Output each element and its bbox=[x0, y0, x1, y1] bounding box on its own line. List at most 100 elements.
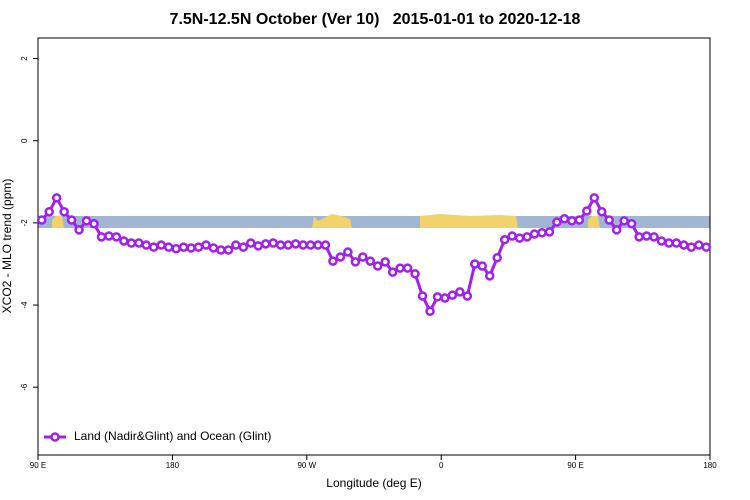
data-point bbox=[119, 236, 129, 246]
data-point bbox=[186, 243, 196, 253]
data-point bbox=[193, 242, 204, 252]
data-point bbox=[425, 306, 435, 316]
data-point bbox=[104, 231, 114, 241]
data-point bbox=[679, 240, 689, 250]
x-tick-label: 90 W bbox=[297, 461, 316, 470]
data-point bbox=[305, 240, 316, 250]
data-point bbox=[656, 236, 667, 246]
y-tick-label: -6 bbox=[20, 383, 29, 391]
legend-item: Land (Nadir&Glint) and Ocean (Glint) bbox=[44, 429, 271, 443]
data-point bbox=[283, 240, 293, 250]
data-point bbox=[36, 215, 47, 225]
data-point bbox=[81, 216, 92, 226]
data-point bbox=[582, 206, 592, 216]
data-point bbox=[440, 293, 450, 303]
data-point bbox=[246, 238, 256, 248]
data-point bbox=[328, 256, 338, 266]
data-point bbox=[402, 263, 413, 273]
land-patch bbox=[420, 214, 518, 228]
data-point bbox=[298, 240, 308, 250]
data-point bbox=[432, 292, 443, 302]
ocean-band bbox=[38, 216, 710, 228]
data-point bbox=[89, 218, 99, 229]
chart-title: 7.5N-12.5N October (Ver 10) 2015-01-01 t… bbox=[170, 11, 581, 28]
data-point bbox=[51, 193, 62, 203]
data-point bbox=[462, 291, 473, 301]
data-point bbox=[522, 232, 532, 242]
data-point bbox=[559, 214, 570, 224]
data-point bbox=[686, 242, 697, 252]
data-point bbox=[178, 242, 189, 252]
data-point bbox=[365, 256, 376, 266]
data-point bbox=[567, 216, 577, 226]
y-tick-label: 2 bbox=[20, 56, 29, 61]
data-point bbox=[148, 242, 159, 252]
data-point bbox=[589, 193, 600, 203]
data-point bbox=[417, 291, 428, 301]
data-point bbox=[231, 240, 241, 250]
data-point bbox=[507, 231, 517, 241]
legend-label: Land (Nadir&Glint) and Ocean (Glint) bbox=[74, 429, 271, 443]
data-point bbox=[387, 267, 398, 277]
surface-strip bbox=[38, 214, 710, 228]
data-point bbox=[499, 234, 510, 245]
y-tick-label: 0 bbox=[20, 138, 29, 143]
x-tick-label: 90 E bbox=[30, 461, 46, 470]
land-patch bbox=[52, 216, 64, 228]
data-point bbox=[671, 238, 682, 248]
data-point bbox=[223, 245, 234, 255]
data-point bbox=[641, 231, 652, 241]
data-point bbox=[470, 259, 480, 269]
data-point bbox=[626, 218, 637, 229]
data-point bbox=[611, 225, 622, 235]
data-point bbox=[604, 215, 614, 225]
data-point bbox=[343, 247, 353, 257]
data-point bbox=[410, 269, 420, 279]
land-patch bbox=[588, 216, 600, 228]
data-point bbox=[544, 227, 555, 237]
data-point bbox=[477, 261, 488, 271]
data-point bbox=[529, 229, 540, 239]
data-point bbox=[574, 215, 585, 225]
x-tick-label: 0 bbox=[439, 461, 444, 470]
data-point bbox=[96, 232, 107, 242]
data-point bbox=[320, 240, 331, 250]
data-point bbox=[380, 257, 390, 267]
data-point bbox=[74, 225, 84, 235]
x-tick-label: 180 bbox=[166, 461, 180, 470]
data-point bbox=[350, 257, 361, 267]
data-point bbox=[313, 240, 323, 250]
data-point bbox=[372, 261, 383, 271]
data-point bbox=[664, 238, 674, 248]
data-point bbox=[208, 243, 219, 253]
y-axis-label: XCO2 - MLO trend (ppm) bbox=[0, 179, 14, 314]
data-point bbox=[44, 207, 54, 217]
land-patch bbox=[312, 214, 352, 228]
data-point bbox=[694, 240, 704, 250]
data-point bbox=[634, 232, 644, 242]
data-point bbox=[216, 245, 226, 255]
data-point bbox=[484, 271, 495, 281]
data-point bbox=[134, 238, 144, 248]
x-axis-label: Longitude (deg E) bbox=[326, 476, 421, 490]
data-point bbox=[492, 253, 502, 263]
data-point bbox=[335, 252, 346, 262]
data-point bbox=[66, 215, 77, 225]
data-point bbox=[290, 239, 301, 249]
data-point bbox=[455, 287, 465, 297]
data-point bbox=[701, 242, 712, 252]
data-point bbox=[253, 241, 264, 251]
x-tick-label: 90 E bbox=[567, 461, 583, 470]
data-point bbox=[156, 240, 166, 250]
data-point bbox=[201, 240, 211, 250]
data-point bbox=[358, 252, 368, 262]
data-point bbox=[111, 232, 122, 242]
legend-marker bbox=[50, 432, 60, 442]
data-point bbox=[552, 217, 562, 227]
data-point bbox=[141, 240, 152, 250]
data-point bbox=[395, 263, 405, 273]
data-point bbox=[260, 239, 271, 249]
y-tick-label: -2 bbox=[20, 219, 29, 227]
